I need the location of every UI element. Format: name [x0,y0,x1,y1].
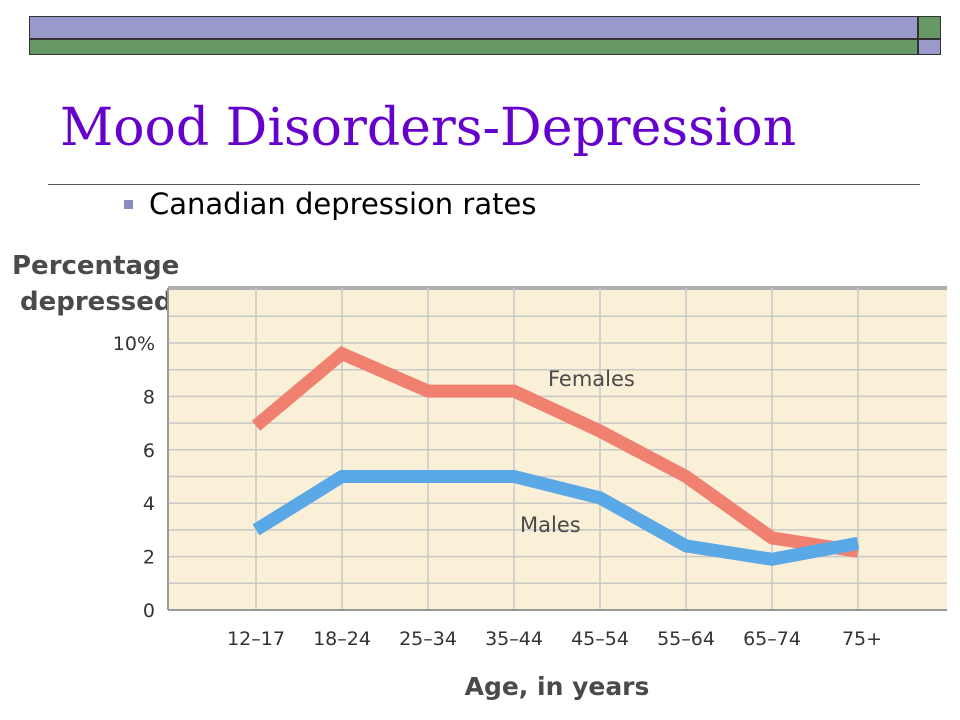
x-tick-label: 25–34 [399,628,457,650]
header-bar-purple [29,16,918,39]
x-axis-title: Age, in years [465,672,650,701]
x-tick-label: 18–24 [313,628,371,650]
header-bar-green [29,39,918,55]
x-tick-label: 35–44 [485,628,543,650]
series-label-females: Females [548,367,635,391]
x-tick-label: 12–17 [227,628,285,650]
plot-background [168,288,947,610]
header-square-green [918,16,941,39]
series-label-males: Males [520,513,581,537]
y-tick-label: 8 [143,386,155,408]
header-square-purple [918,39,941,55]
y-tick-label: 6 [143,440,155,462]
square-bullet-icon [124,199,133,209]
bullet-text: Canadian depression rates [149,187,537,221]
y-tick-label: 4 [143,493,155,515]
depression-rate-chart: Percentage depressed 0 2 4 6 8 10% 12–17 18–24 2… [12,251,947,701]
x-tick-label: 65–74 [743,628,801,650]
x-tick-label: 75+ [842,628,882,650]
title-divider [48,184,920,185]
series-line-females [251,346,860,558]
y-tick-label: 0 [143,600,155,622]
y-axis-title-line2: depressed [20,287,173,317]
y-axis-title-line1: Percentage [12,251,179,281]
bullet-item: Canadian depression rates [124,187,536,221]
series-line-males [252,470,860,566]
y-tick-label: 2 [143,547,155,569]
x-tick-label: 55–64 [657,628,715,650]
y-tick-label: 10% [113,333,155,355]
x-tick-label: 45–54 [571,628,629,650]
slide-title: Mood Disorders-Depression [60,98,797,158]
